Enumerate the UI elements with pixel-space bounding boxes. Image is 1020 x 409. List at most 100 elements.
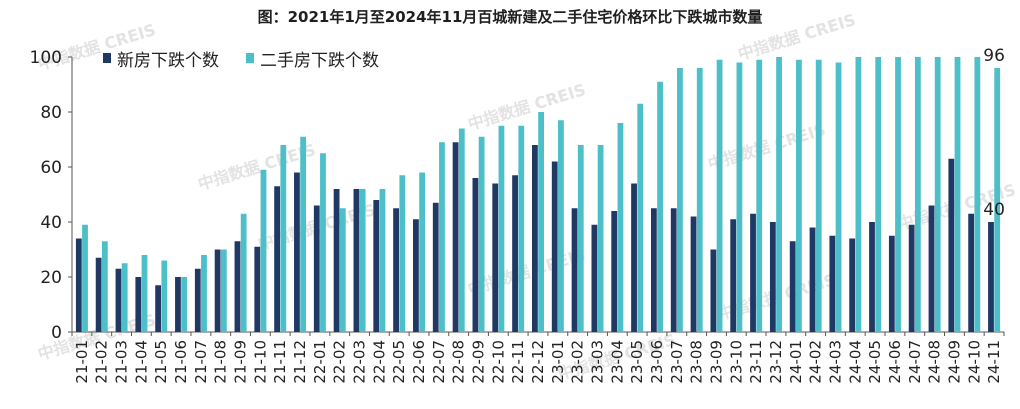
x-tick-label: 21-01 <box>73 340 91 384</box>
y-tick-label: 80 <box>40 103 62 123</box>
bar-new-home <box>670 208 677 332</box>
legend-swatch <box>246 53 254 63</box>
bar-new-home <box>908 224 915 332</box>
bar-second-hand <box>82 224 88 332</box>
axes: 0 20 40 60 80 100 <box>30 48 1005 343</box>
bar-new-home <box>710 249 717 332</box>
bar-new-home <box>254 246 261 332</box>
bar-second-hand <box>121 263 128 332</box>
bar-new-home <box>373 200 380 332</box>
bar-second-hand <box>201 255 207 332</box>
bar-second-hand <box>895 57 901 332</box>
x-tick-label: 21-12 <box>291 340 309 384</box>
bar-new-home <box>829 235 836 332</box>
x-tick-label: 21-11 <box>271 340 289 384</box>
y-tick-label: 0 <box>51 323 62 343</box>
legend-label: 新房下跌个数 <box>117 51 219 71</box>
x-tick-label: 22-04 <box>370 340 388 384</box>
bar-second-hand <box>240 213 247 332</box>
x-tick-label: 22-12 <box>529 340 547 384</box>
x-tick-label: 22-11 <box>509 340 527 384</box>
bar-new-home <box>968 213 975 332</box>
x-tick-label: 24-08 <box>926 340 944 384</box>
bar-second-hand <box>518 125 525 332</box>
bars <box>75 57 1001 332</box>
bar-second-hand <box>875 57 882 332</box>
bar-new-home <box>333 189 340 332</box>
bar-new-home <box>948 158 955 332</box>
bar-new-home <box>869 222 875 332</box>
legend: 新房下跌个数 二手房下跌个数 <box>103 51 379 71</box>
x-tick-label: 23-12 <box>767 340 785 384</box>
x-tick-label: 22-05 <box>390 340 408 384</box>
y-tick-label: 60 <box>40 158 62 178</box>
bar-second-hand <box>954 57 961 332</box>
bar-second-hand <box>617 123 624 332</box>
bar-second-hand <box>260 169 267 332</box>
x-tick-label: 24-05 <box>866 340 884 384</box>
bar-second-hand <box>815 59 822 332</box>
bar-second-hand <box>716 59 723 332</box>
y-tick-label: 40 <box>40 213 62 233</box>
bar-second-hand <box>835 62 842 332</box>
bar-new-home <box>353 189 360 332</box>
bar-second-hand <box>994 68 1001 332</box>
bar-new-home <box>492 183 499 332</box>
bar-second-hand <box>855 57 862 332</box>
x-tick-label: 24-09 <box>945 340 963 384</box>
bar-second-hand <box>914 57 921 332</box>
x-tick-label: 22-10 <box>489 340 507 384</box>
bar-second-hand <box>181 277 188 332</box>
bar-new-home <box>571 208 578 332</box>
legend-swatch <box>103 53 111 63</box>
legend-label: 二手房下跌个数 <box>260 51 379 71</box>
bar-new-home <box>274 186 281 332</box>
x-tick-label: 21-09 <box>232 340 250 384</box>
bar-second-hand <box>974 57 981 332</box>
bar-new-home <box>532 145 538 332</box>
bar-new-home <box>809 227 816 332</box>
bar-new-home <box>928 205 935 332</box>
x-tick-label: 22-06 <box>410 340 428 384</box>
bar-second-hand <box>776 57 782 332</box>
x-tick-label: 23-04 <box>608 340 626 384</box>
bar-new-home <box>234 241 241 332</box>
x-tick-label: 22-02 <box>331 340 349 384</box>
bar-second-hand <box>677 68 683 332</box>
bar-second-hand <box>597 145 604 332</box>
bar-new-home <box>432 202 439 332</box>
bar-second-hand <box>657 81 663 332</box>
x-tick-label: 22-08 <box>450 340 468 384</box>
bar-new-home <box>452 142 459 332</box>
bar-second-hand <box>359 189 366 332</box>
bar-new-home <box>591 224 598 332</box>
x-tick-label: 24-07 <box>906 340 924 384</box>
x-tick-label: 23-08 <box>688 340 706 384</box>
x-tick-label: 22-03 <box>351 340 369 384</box>
x-tick-label: 23-10 <box>727 340 745 384</box>
watermark-text: 中指数据 CREIS <box>706 120 828 174</box>
x-tick-label: 24-04 <box>846 340 864 384</box>
bar-second-hand <box>458 128 465 332</box>
x-tick-labels: 21-01 21-02 21-03 21-04 21-05 21-06 21-07 21-08… <box>73 340 1003 384</box>
bar-new-home <box>194 268 201 332</box>
bar-new-home <box>135 277 142 332</box>
bar-new-home <box>690 216 697 332</box>
x-tick-label: 23-09 <box>707 340 725 384</box>
bar-new-home <box>393 208 399 332</box>
bar-new-home <box>750 213 756 332</box>
bar-new-home <box>95 257 102 332</box>
data-label: 96 <box>983 46 1005 66</box>
bar-new-home <box>115 268 122 332</box>
bar-new-home <box>611 211 618 332</box>
x-tick-label: 22-01 <box>311 340 329 384</box>
bar-second-hand <box>558 120 564 332</box>
data-label: 40 <box>983 200 1005 220</box>
x-tick-label: 24-02 <box>807 340 825 384</box>
x-tick-label: 21-08 <box>212 340 230 384</box>
x-tick-label: 24-01 <box>787 340 805 384</box>
bar-second-hand <box>577 145 584 332</box>
x-tick-label: 21-06 <box>172 340 190 384</box>
bar-second-hand <box>498 125 505 332</box>
